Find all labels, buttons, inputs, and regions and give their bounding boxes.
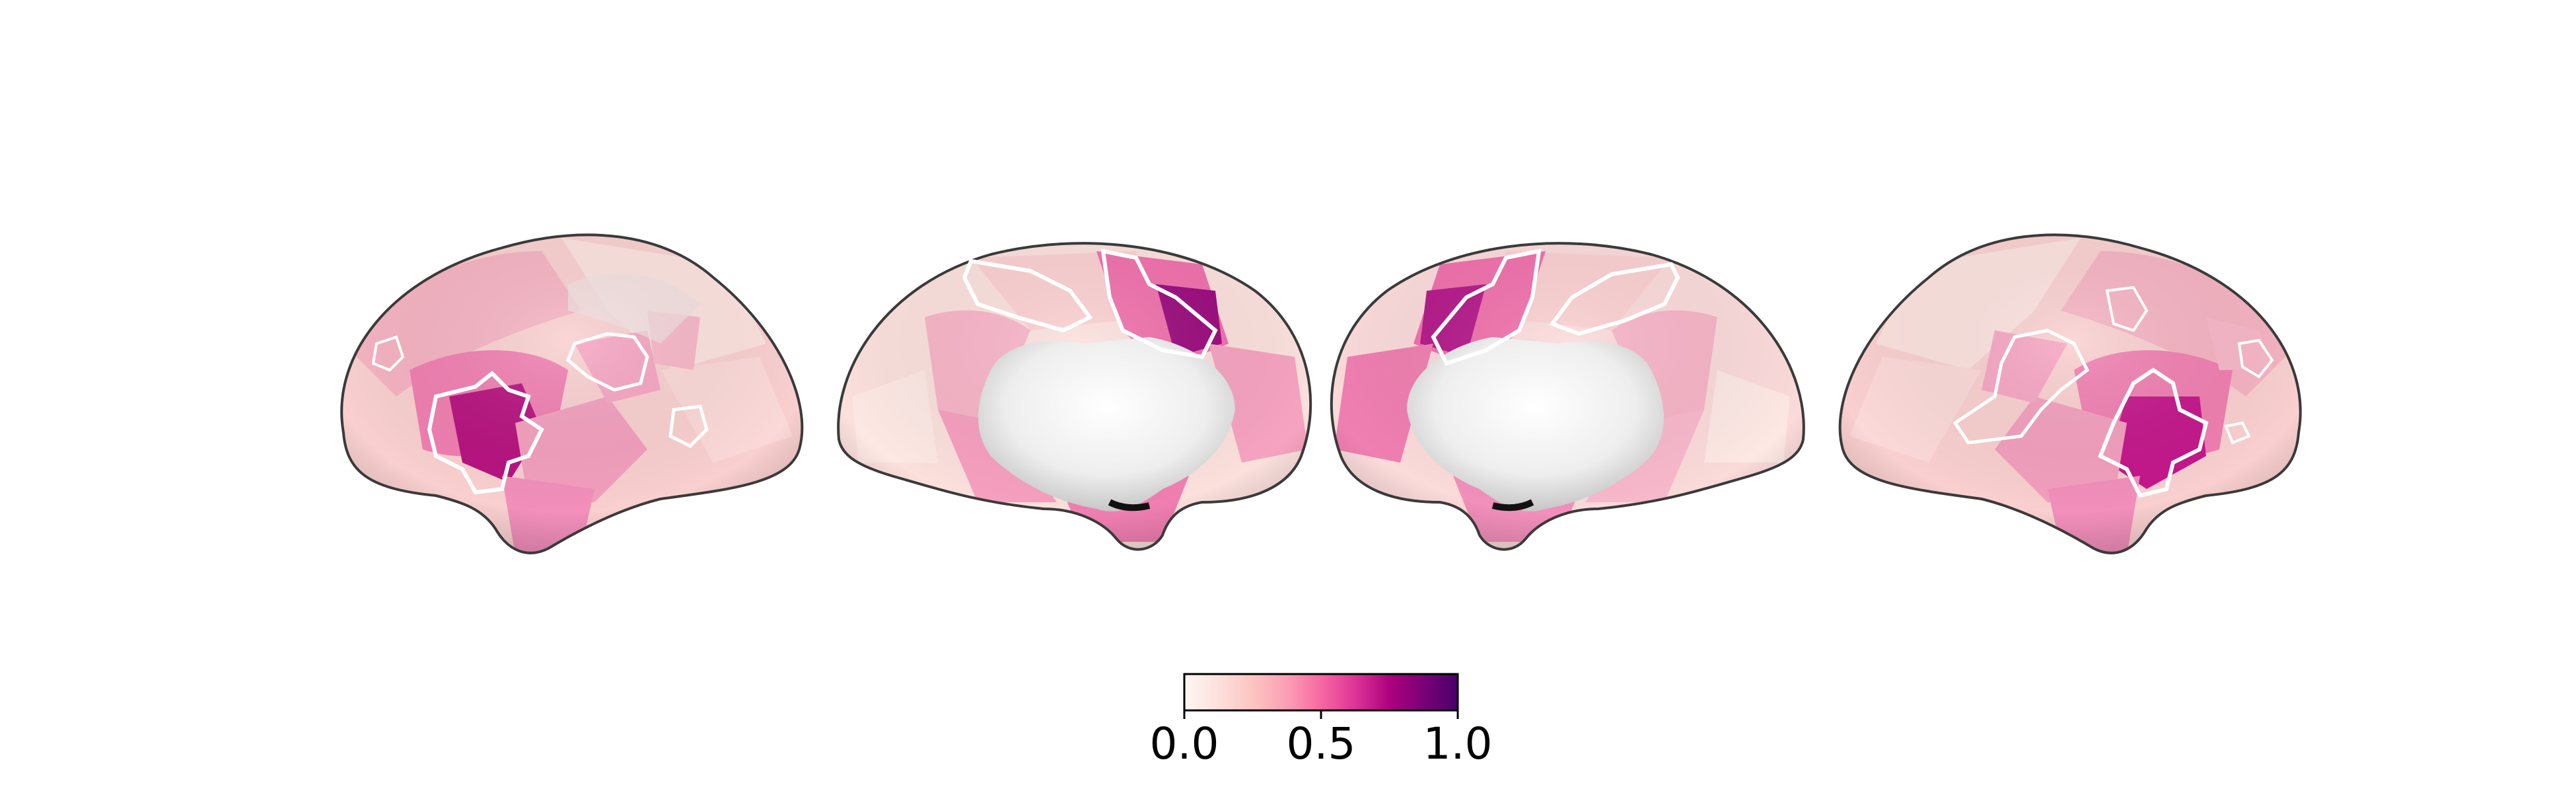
- roi-outline: [1100, 248, 1218, 359]
- roi-outline: [2098, 367, 2209, 498]
- colorbar-tick-label: 0.0: [1150, 718, 1219, 769]
- roi-outline: [1952, 328, 2090, 445]
- roi-outline: [566, 332, 649, 392]
- roi-outline: [2224, 421, 2251, 445]
- colorbar-tick-label: 0.5: [1287, 718, 1356, 769]
- roi-outline: [371, 335, 405, 372]
- roi-outline: [668, 404, 709, 449]
- roi-outline: [2237, 338, 2274, 379]
- medial-wall: [1407, 337, 1664, 511]
- brain-right-lateral: [1838, 233, 2302, 554]
- roi-outline: [1549, 262, 1680, 336]
- colorbar-tick-label: 1.0: [1423, 718, 1493, 769]
- roi-outline: [427, 370, 544, 495]
- roi-outline: [962, 258, 1093, 333]
- roi-outline: [2105, 285, 2149, 332]
- colorbar-gradient: [1183, 673, 1459, 712]
- colorbar: 0.0 0.5 1.0: [1150, 673, 1493, 769]
- roi-outline: [1431, 248, 1542, 366]
- medial-wall: [978, 337, 1235, 511]
